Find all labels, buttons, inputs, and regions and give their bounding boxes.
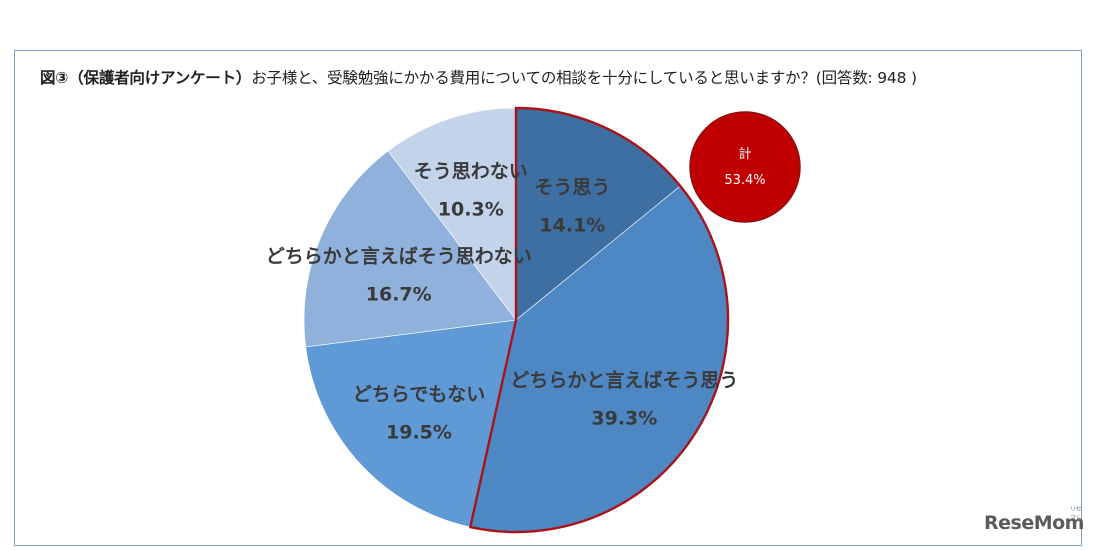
- slice-label: そう思わない: [414, 160, 528, 182]
- pie-slice: [303, 150, 517, 348]
- highlight-outline: [468, 106, 730, 534]
- total-value: 53.4%: [724, 173, 765, 188]
- slice-label: どちらでもない: [353, 384, 485, 406]
- slice-label: どちらかと言えばそう思わない: [266, 245, 532, 268]
- logo-text: ReseMom: [984, 512, 1084, 534]
- pie-slice: [387, 107, 517, 321]
- slice-value-label: 14.1%: [539, 214, 605, 236]
- slice-label: どちらかと言えばそう思う: [510, 368, 738, 391]
- total-circle: [689, 111, 801, 223]
- total-label: 計: [738, 146, 751, 162]
- pie-slice: [305, 319, 517, 528]
- slice-value-label: 39.3%: [591, 407, 657, 429]
- chart-title-bold: 図③（保護者向けアンケート）: [40, 69, 252, 87]
- total-badge: 計 53.4%: [689, 111, 801, 223]
- chart-title: 図③（保護者向けアンケート）お子様と、受験勉強にかかる費用についての相談を十分に…: [40, 66, 1060, 88]
- slice-label: そう思う: [534, 176, 610, 198]
- slice-value-label: 19.5%: [386, 422, 452, 444]
- resemom-logo: ReseMom リセマム: [984, 506, 1084, 534]
- logo-small-text: リセマム: [1070, 506, 1082, 522]
- slice-value-label: 10.3%: [438, 198, 504, 220]
- chart-title-rest: お子様と、受験勉強にかかる費用についての相談を十分にしていると思いますか？(回答…: [251, 69, 917, 87]
- slice-value-label: 16.7%: [366, 284, 432, 306]
